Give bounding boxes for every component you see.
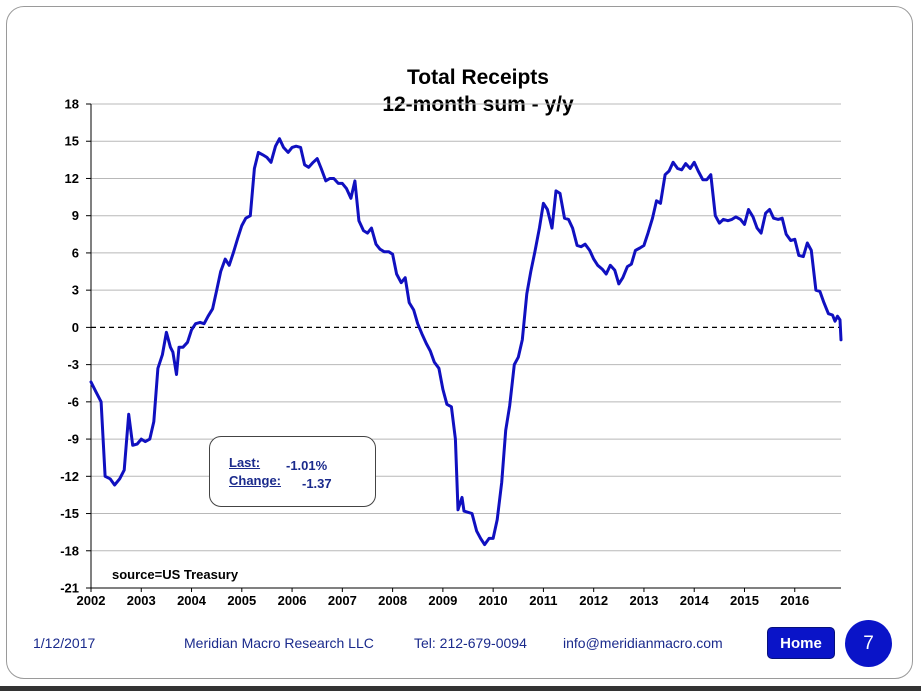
y-tick-label: -18 bbox=[60, 543, 79, 558]
series-line-path bbox=[89, 137, 843, 547]
chart-axes bbox=[86, 103, 841, 592]
home-button[interactable]: Home bbox=[767, 627, 835, 659]
slide-frame bbox=[6, 6, 913, 679]
footer-date: 1/12/2017 bbox=[33, 635, 96, 651]
x-tick-label: 2013 bbox=[629, 593, 658, 608]
y-tick-label: -12 bbox=[60, 469, 79, 484]
footer-phone: Tel: 212-679-0094 bbox=[414, 635, 527, 651]
y-tick-label: 12 bbox=[65, 171, 79, 186]
chart-title: Total Receipts bbox=[407, 66, 549, 89]
y-tick-label: 18 bbox=[65, 97, 79, 112]
last-row: Last: -1.01% bbox=[229, 455, 327, 473]
x-tick-label: 2004 bbox=[177, 593, 207, 608]
series-line bbox=[89, 137, 843, 547]
y-tick-label: -15 bbox=[60, 506, 79, 521]
x-tick-label: 2011 bbox=[529, 593, 557, 608]
x-tick-label: 2014 bbox=[680, 593, 710, 608]
change-label: Change: bbox=[229, 473, 281, 488]
last-value: -1.01% bbox=[286, 458, 328, 473]
grid-lines bbox=[91, 103, 841, 589]
y-tick-label: -9 bbox=[67, 432, 79, 447]
last-label: Last: bbox=[229, 455, 261, 470]
footer-company: Meridian Macro Research LLC bbox=[184, 635, 374, 651]
y-tick-label: 0 bbox=[72, 320, 79, 335]
x-tick-label: 2010 bbox=[479, 593, 508, 608]
change-value: -1.37 bbox=[302, 476, 332, 491]
x-tick-label: 2015 bbox=[730, 593, 759, 608]
x-tick-label: 2007 bbox=[328, 593, 357, 608]
x-tick-label: 2005 bbox=[227, 593, 256, 608]
y-tick-label: 15 bbox=[65, 134, 79, 149]
x-tick-label: 2002 bbox=[77, 593, 106, 608]
y-tick-label: 6 bbox=[72, 245, 79, 260]
source-note: source=US Treasury bbox=[112, 567, 239, 582]
x-tick-label: 2009 bbox=[428, 593, 457, 608]
y-tick-label: -6 bbox=[67, 394, 79, 409]
y-tick-label: -3 bbox=[67, 357, 79, 372]
x-tick-label: 2012 bbox=[579, 593, 608, 608]
x-tick-label: 2006 bbox=[278, 593, 307, 608]
page-number-badge: 7 bbox=[845, 620, 892, 667]
x-tick-label: 2016 bbox=[780, 593, 809, 608]
y-tick-label: 3 bbox=[72, 283, 79, 298]
y-tick-label: -21 bbox=[60, 581, 79, 596]
x-tick-label: 2008 bbox=[378, 593, 407, 608]
footer-email[interactable]: info@meridianmacro.com bbox=[563, 635, 723, 651]
stats-box: Last: -1.01% Change: -1.37 bbox=[209, 436, 376, 507]
y-tick-label: 9 bbox=[72, 208, 79, 223]
window-bottom-bar bbox=[0, 686, 921, 691]
change-row: Change: -1.37 bbox=[229, 473, 332, 491]
x-tick-label: 2003 bbox=[127, 593, 156, 608]
